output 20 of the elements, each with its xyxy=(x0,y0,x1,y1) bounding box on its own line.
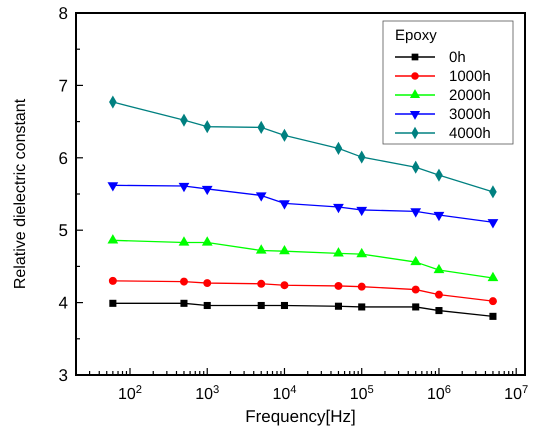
y-tick-label: 5 xyxy=(58,221,68,240)
legend-label: 3000h xyxy=(449,106,491,123)
legend-label: 0h xyxy=(449,49,466,66)
x-tick-label: 10$^{5}$ xyxy=(350,384,374,403)
legend-label: 4000h xyxy=(449,125,491,142)
x-tick-label: 10$^{4}$ xyxy=(272,384,296,403)
legend-title: Epoxy xyxy=(395,27,438,44)
x-tick-label: 10$^{2}$ xyxy=(118,384,142,403)
x-axis-title: Frequency[Hz] xyxy=(245,407,356,426)
x-tick-label: 10$^{3}$ xyxy=(195,384,220,403)
x-tick-label: 10$^{7}$ xyxy=(504,384,528,403)
y-tick-label: 8 xyxy=(58,4,68,23)
x-tick-label: 10$^{6}$ xyxy=(426,384,451,403)
y-axis-title: Relative dielectric constant xyxy=(12,98,29,290)
legend-label: 2000h xyxy=(449,87,491,104)
y-tick-label: 7 xyxy=(58,76,68,96)
y-tick-label: 4 xyxy=(58,294,68,313)
legend-label: 1000h xyxy=(449,68,491,85)
y-tick-label: 6 xyxy=(58,148,68,168)
y-tick-label: 3 xyxy=(58,366,68,385)
